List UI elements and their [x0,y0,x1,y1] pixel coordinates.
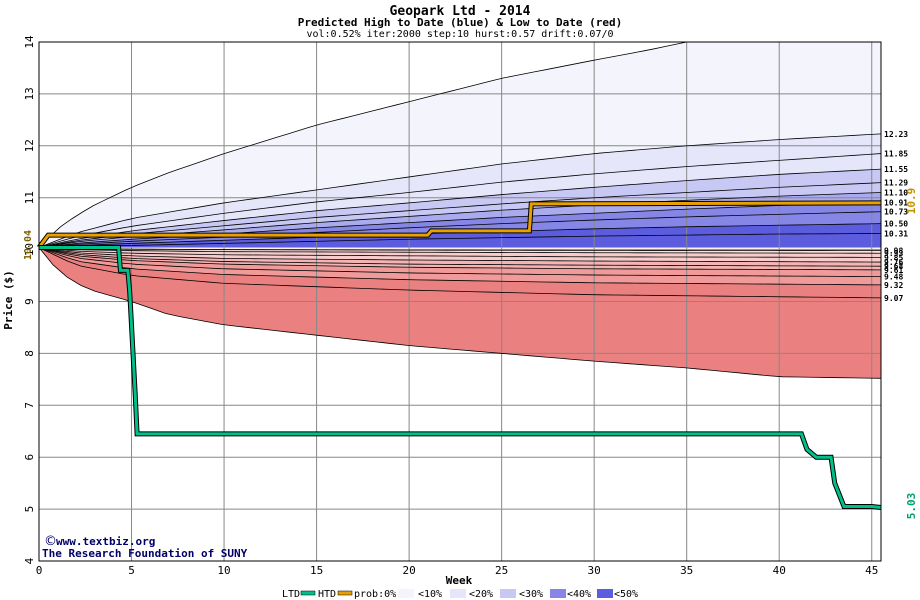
band-boundary-line [38,182,882,248]
band-value-label: 9.85 [884,253,903,262]
band-value-label: 9.07 [884,294,903,303]
band-value-label: 11.10 [884,189,908,198]
legend-ltd-swatch [300,590,316,596]
y-tick-label: 7 [23,402,36,409]
legend-prob30-swatch [500,589,516,598]
legend-prob40-label: <40% [567,589,591,600]
band-value-label: 9.93 [884,249,903,258]
x-tick-label: 40 [773,564,786,577]
band-boundary-line [38,247,882,254]
legend-prob0-label: prob:0% [354,589,396,600]
band-boundary-line [38,247,882,267]
legend-prob0-swatch [398,589,414,598]
x-axis-label: Week [446,574,473,587]
band-boundary-line [38,247,882,286]
band-boundary-line [38,247,882,252]
y-axis-label: Price ($) [2,270,15,330]
band-boundary-line [38,211,882,248]
y-tick-label: 9 [23,298,36,305]
band-value-label: 10.31 [884,230,908,239]
band-value-label: 11.55 [884,165,908,174]
x-tick-label: 25 [495,564,508,577]
y-tick-label: 12 [23,139,36,152]
plot-frame [38,41,882,562]
y-tick-label: 13 [23,87,36,100]
legend-prob20-label: <20% [469,589,493,600]
band-boundary-line [38,247,882,258]
price-series [36,200,882,511]
x-tick-label: 15 [310,564,323,577]
band-value-label: 10.91 [884,198,908,207]
y-tick-label: 6 [23,454,36,461]
y-tick-label: 10 [23,243,36,256]
ltd-line [39,246,882,510]
band-boundary-line [38,153,882,248]
htd-last-value: 10.9 [905,188,918,215]
band-value-label: 10.73 [884,208,908,217]
x-tick-label: 0 [36,564,43,577]
x-tick-label: 20 [402,564,415,577]
band-boundary-line [38,168,882,248]
x-tick-label: 10 [217,564,230,577]
band-boundary-line [38,247,882,277]
legend-htd-swatch [337,590,353,596]
band-value-label: 10.50 [884,220,908,229]
band-value-label: 11.29 [884,179,908,188]
band-boundary-line [38,41,687,248]
grid-lines [39,41,881,562]
chart-subtitle: Predicted High to Date (blue) & Low to D… [298,16,623,29]
band-boundary-line [38,247,882,299]
high-band-area [39,233,881,248]
copyright-icon: © [44,534,57,549]
y-tick-label: 5 [23,506,36,513]
y-tick-labels: 4 5 6 7 8 9 10 11 12 13 14 [23,35,36,564]
legend-prob40-swatch [550,589,566,598]
band-value-label: 12.23 [884,130,908,139]
band-boundaries [38,41,882,379]
band-boundary-line [38,247,882,271]
legend-htd-label: HTD [318,589,336,600]
legend-ltd-label: LTD [282,589,300,600]
start-price-label: 10.04 [23,230,34,260]
x-tick-label: 35 [680,564,693,577]
credit-org: The Research Foundation of SUNY [42,547,248,560]
credit-site[interactable]: www.textbiz.org [56,535,155,548]
band-value-label: 9.98 [884,247,903,256]
x-tick-label: 30 [588,564,601,577]
legend-prob10-swatch [450,589,466,598]
htd-line [37,201,882,249]
x-tick-label: 45 [865,564,878,577]
band-boundary-line [38,247,882,263]
band-boundary-line [38,133,882,248]
legend-prob50-swatch [597,589,613,598]
y-tick-label: 14 [23,35,36,49]
chart-title: Geopark Ltd - 2014 [390,4,531,19]
band-value-label: 9.68 [884,262,903,271]
band-value-label: 9.76 [884,258,903,267]
band-boundary-line [38,247,882,379]
y-tick-label: 8 [23,350,36,357]
chart-params: vol:0.52% iter:2000 step:10 hurst:0.57 d… [306,29,613,40]
legend-prob50-label: <50% [614,589,638,600]
band-value-label: 9.32 [884,281,903,290]
x-tick-label: 5 [128,564,135,577]
legend-prob30-label: <30% [519,589,543,600]
band-value-label: 9.61 [884,266,903,275]
y-tick-label: 11 [23,191,36,204]
y-tick-label: 4 [23,557,36,564]
legend-prob10-label: <10% [418,589,442,600]
band-boundary-line [38,233,882,248]
legend: LTD HTD prob:0% <10% <20% <30% <40% <50% [282,589,638,600]
x-tick-labels: 0 5 10 15 20 25 30 35 40 45 [36,564,879,577]
band-value-label: 9.48 [884,273,903,282]
ltd-last-value: 5.03 [905,493,918,520]
band-value-label: 11.85 [884,150,908,159]
